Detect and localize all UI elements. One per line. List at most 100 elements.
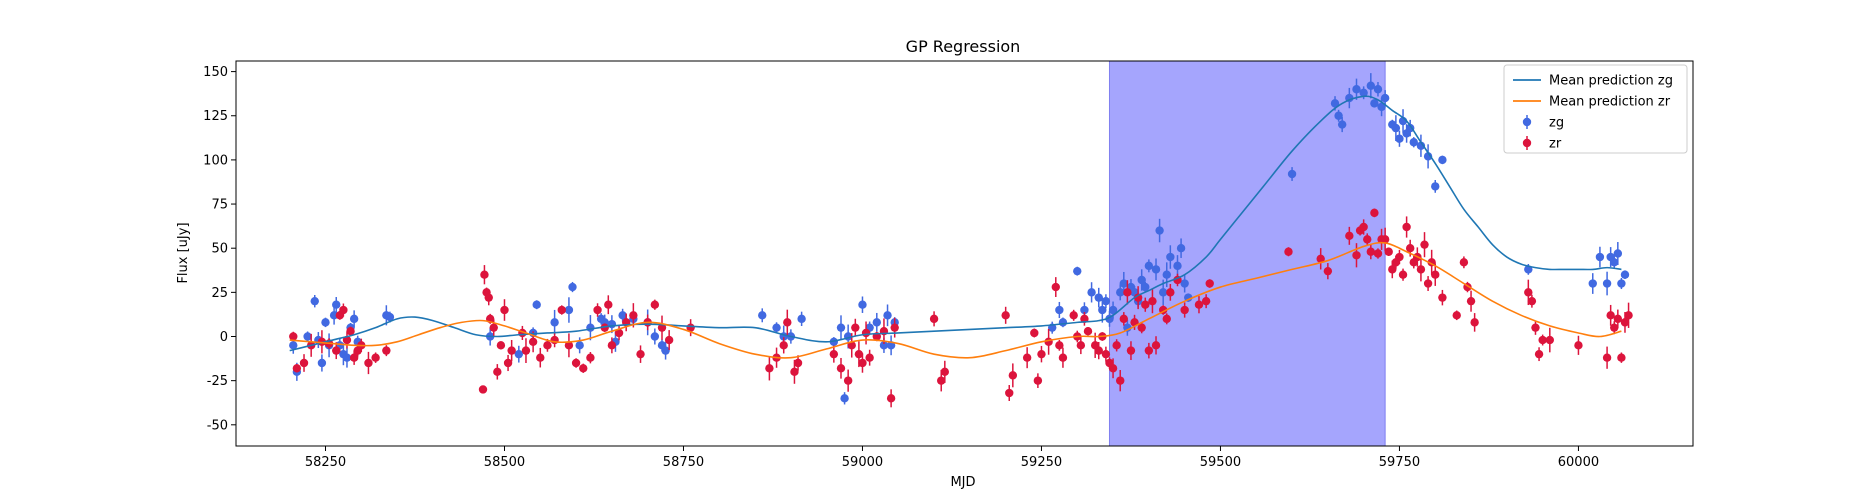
data-point-zg (1595, 252, 1605, 262)
data-point-zg (1373, 85, 1383, 94)
data-point-zg (1602, 279, 1612, 288)
data-point-zg (1613, 249, 1623, 258)
data-point-zr (1370, 208, 1379, 218)
data-point-zr (1345, 231, 1354, 241)
highlight-span (1108, 60, 1386, 447)
x-tick-label: 59000 (842, 455, 883, 470)
data-point-zr (890, 323, 899, 332)
data-point-zr (1080, 314, 1089, 324)
data-point-zr (854, 349, 864, 359)
data-point-zr (765, 364, 774, 373)
data-point-zr (1205, 279, 1214, 288)
data-point-zr (543, 341, 552, 350)
data-point-zr (1033, 376, 1043, 385)
data-point-zr (480, 270, 489, 279)
data-point-zr (1144, 346, 1154, 355)
y-tick-label: 100 (203, 153, 228, 168)
data-point-zg (564, 305, 574, 315)
data-point-zr (496, 341, 506, 350)
data-point-zr (600, 323, 609, 332)
data-point-zr (829, 349, 839, 359)
data-point-zr (1133, 293, 1143, 302)
data-point-zr (1420, 240, 1429, 249)
data-point-zr (779, 341, 788, 350)
y-tick-label: -25 (207, 374, 228, 389)
data-point-zg (1380, 93, 1390, 103)
data-point-zr (1076, 341, 1086, 350)
data-point-zg (1405, 123, 1415, 133)
data-point-zr (1545, 335, 1555, 345)
y-tick-label: 50 (211, 242, 228, 257)
data-point-zg (1141, 282, 1150, 292)
data-point-zr (1534, 349, 1544, 359)
data-point-zr (1527, 296, 1537, 306)
data-point-zr (1316, 254, 1325, 263)
data-point-zg (1610, 258, 1619, 267)
data-point-zr (1574, 341, 1583, 350)
data-point-zg (321, 318, 330, 327)
data-point-zr (657, 323, 667, 332)
data-point-zr (847, 341, 856, 350)
plot-area (289, 60, 1633, 447)
data-point-zg (772, 323, 781, 332)
data-point-zr (1148, 296, 1157, 306)
data-point-zg (342, 353, 352, 362)
y-tick-label: 150 (203, 65, 228, 80)
data-point-zg (879, 341, 889, 350)
data-point-zr (536, 353, 545, 362)
data-point-zg (1144, 261, 1154, 271)
x-tick-label: 58250 (305, 455, 346, 470)
data-point-zr (571, 358, 581, 368)
data-point-zr (861, 328, 871, 338)
data-point-zr (1384, 247, 1393, 256)
data-point-zr (851, 323, 860, 332)
data-point-zr (292, 364, 302, 373)
data-point-zr (1051, 282, 1060, 292)
data-point-zr (1037, 349, 1046, 359)
data-point-zr (1466, 296, 1476, 306)
axes: 58250 58500 58750 59000 59250 59500 59750 60000… (203, 60, 1694, 470)
data-point-zr (1005, 388, 1014, 398)
data-point-zr (1116, 376, 1125, 385)
data-point-zg (317, 358, 327, 368)
data-point-zg (840, 394, 849, 403)
y-tick-label: 75 (211, 198, 228, 213)
data-point-zr (550, 335, 559, 345)
data-point-zg (1391, 123, 1401, 133)
data-point-zr (503, 358, 513, 368)
data-point-zg (1287, 169, 1297, 179)
data-point-zr (579, 364, 588, 373)
axes-frame (235, 60, 1694, 447)
x-tick-label: 59500 (1200, 455, 1241, 470)
data-point-zr (1323, 266, 1333, 276)
data-point-zg (1423, 152, 1433, 161)
data-point-zr (1452, 311, 1461, 320)
data-point-zg (1073, 266, 1082, 276)
data-point-zr (507, 346, 516, 355)
data-point-zr (1126, 346, 1136, 355)
y-tick-label: 0 (220, 330, 228, 345)
data-point-zr (1402, 222, 1411, 232)
data-point-zg (1173, 261, 1182, 271)
data-point-zg (1366, 81, 1376, 90)
data-point-zg (303, 332, 312, 341)
data-point-zr (836, 364, 846, 373)
data-point-zg (332, 300, 341, 309)
data-point-zr (371, 353, 380, 362)
y-axis-label: Flux [uJy] (176, 222, 191, 283)
x-tick-label: 60000 (1558, 455, 1599, 470)
x-tick-label: 58500 (484, 455, 525, 470)
data-point-zr (929, 314, 939, 324)
data-point-zg (385, 312, 395, 322)
data-point-zr (289, 332, 298, 341)
data-point-zr (484, 293, 493, 302)
data-point-zr (650, 300, 660, 309)
legend-point-marker (1522, 138, 1532, 148)
data-point-zr (790, 367, 799, 377)
data-point-zr (1166, 288, 1175, 297)
data-point-zr (783, 318, 792, 327)
data-point-zg (1370, 99, 1379, 108)
data-point-zg (1123, 323, 1132, 332)
data-point-zr (1431, 270, 1440, 279)
data-point-zr (1606, 311, 1615, 320)
